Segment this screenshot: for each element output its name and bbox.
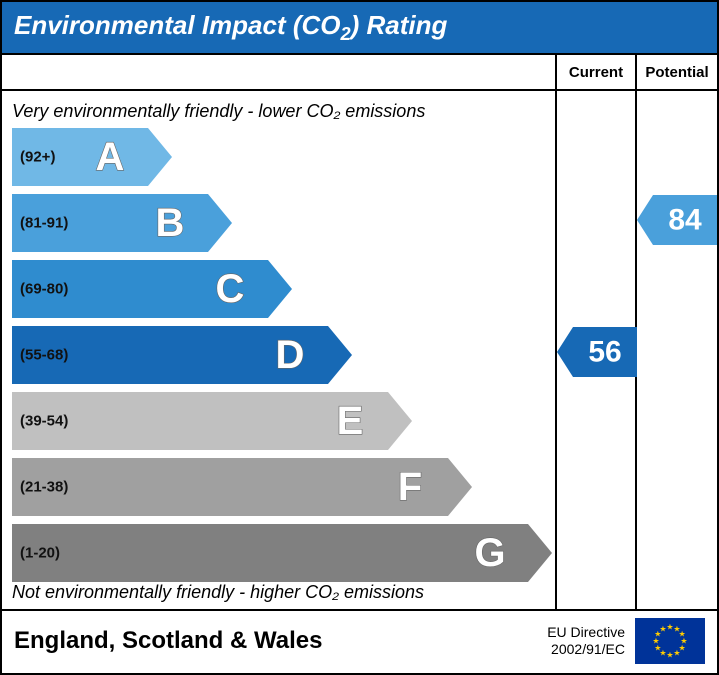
band-range-b: (81-91) — [20, 215, 68, 232]
rating-band-f: F (21-38) — [12, 458, 555, 516]
epc-rating-chart: Environmental Impact (CO2) Rating Curren… — [0, 0, 719, 675]
svg-text:★: ★ — [666, 651, 673, 660]
footer-eu-text: EU Directive 2002/91/EC — [547, 624, 625, 658]
rating-band-c: C (69-80) — [12, 260, 555, 318]
eu-directive-line1: EU Directive — [547, 624, 625, 641]
column-header-potential: Potential — [637, 55, 717, 89]
svg-text:G: G — [474, 531, 505, 575]
rating-band-g: G (1-20) — [12, 524, 555, 582]
rating-band-a: A (92+) — [12, 128, 555, 186]
footer-region: England, Scotland & Wales — [14, 627, 322, 655]
svg-text:D: D — [276, 333, 305, 377]
band-range-f: (21-38) — [20, 479, 68, 496]
rating-band-e: E (39-54) — [12, 392, 555, 450]
band-range-g: (1-20) — [20, 545, 60, 562]
band-range-a: (92+) — [20, 149, 55, 166]
title-prefix: Environmental Impact (CO — [14, 10, 341, 40]
band-range-c: (69-80) — [20, 281, 68, 298]
svg-text:E: E — [337, 399, 364, 443]
column-header-current: Current — [557, 55, 637, 89]
rating-pointer: 84 — [637, 195, 717, 245]
chart-title-bar: Environmental Impact (CO2) Rating — [2, 2, 717, 53]
svg-text:★: ★ — [659, 625, 666, 634]
band-range-d: (55-68) — [20, 347, 68, 364]
svg-text:56: 56 — [588, 336, 621, 369]
eu-directive-line2: 2002/91/EC — [547, 641, 625, 658]
bands-area: Very environmentally friendly - lower CO… — [2, 91, 557, 609]
title-suffix: ) Rating — [351, 10, 448, 40]
svg-text:★: ★ — [673, 649, 680, 658]
header-spacer — [2, 55, 557, 89]
footer-eu-block: EU Directive 2002/91/EC ★★★★★★★★★★★★ — [547, 618, 705, 664]
title-subscript: 2 — [341, 24, 351, 44]
svg-text:C: C — [216, 267, 245, 311]
band-range-e: (39-54) — [20, 413, 68, 430]
svg-text:F: F — [398, 465, 422, 509]
eu-flag-icon: ★★★★★★★★★★★★ — [635, 618, 705, 664]
svg-text:A: A — [96, 135, 125, 179]
value-column-current: 56 — [557, 91, 637, 609]
caption-bottom: Not environmentally friendly - higher CO… — [2, 578, 434, 607]
value-column-potential: 84 — [637, 91, 717, 609]
svg-text:84: 84 — [668, 204, 702, 237]
bands-list: A (92+) B (81-91) C (69-80) D (55-68) E … — [2, 126, 555, 592]
chart-footer: England, Scotland & Wales EU Directive 2… — [2, 609, 717, 671]
svg-text:B: B — [156, 201, 185, 245]
chart-body: Very environmentally friendly - lower CO… — [2, 89, 717, 609]
rating-band-b: B (81-91) — [12, 194, 555, 252]
rating-pointer: 56 — [557, 327, 637, 377]
rating-band-d: D (55-68) — [12, 326, 555, 384]
columns-header: Current Potential — [2, 53, 717, 89]
caption-top: Very environmentally friendly - lower CO… — [2, 97, 555, 126]
